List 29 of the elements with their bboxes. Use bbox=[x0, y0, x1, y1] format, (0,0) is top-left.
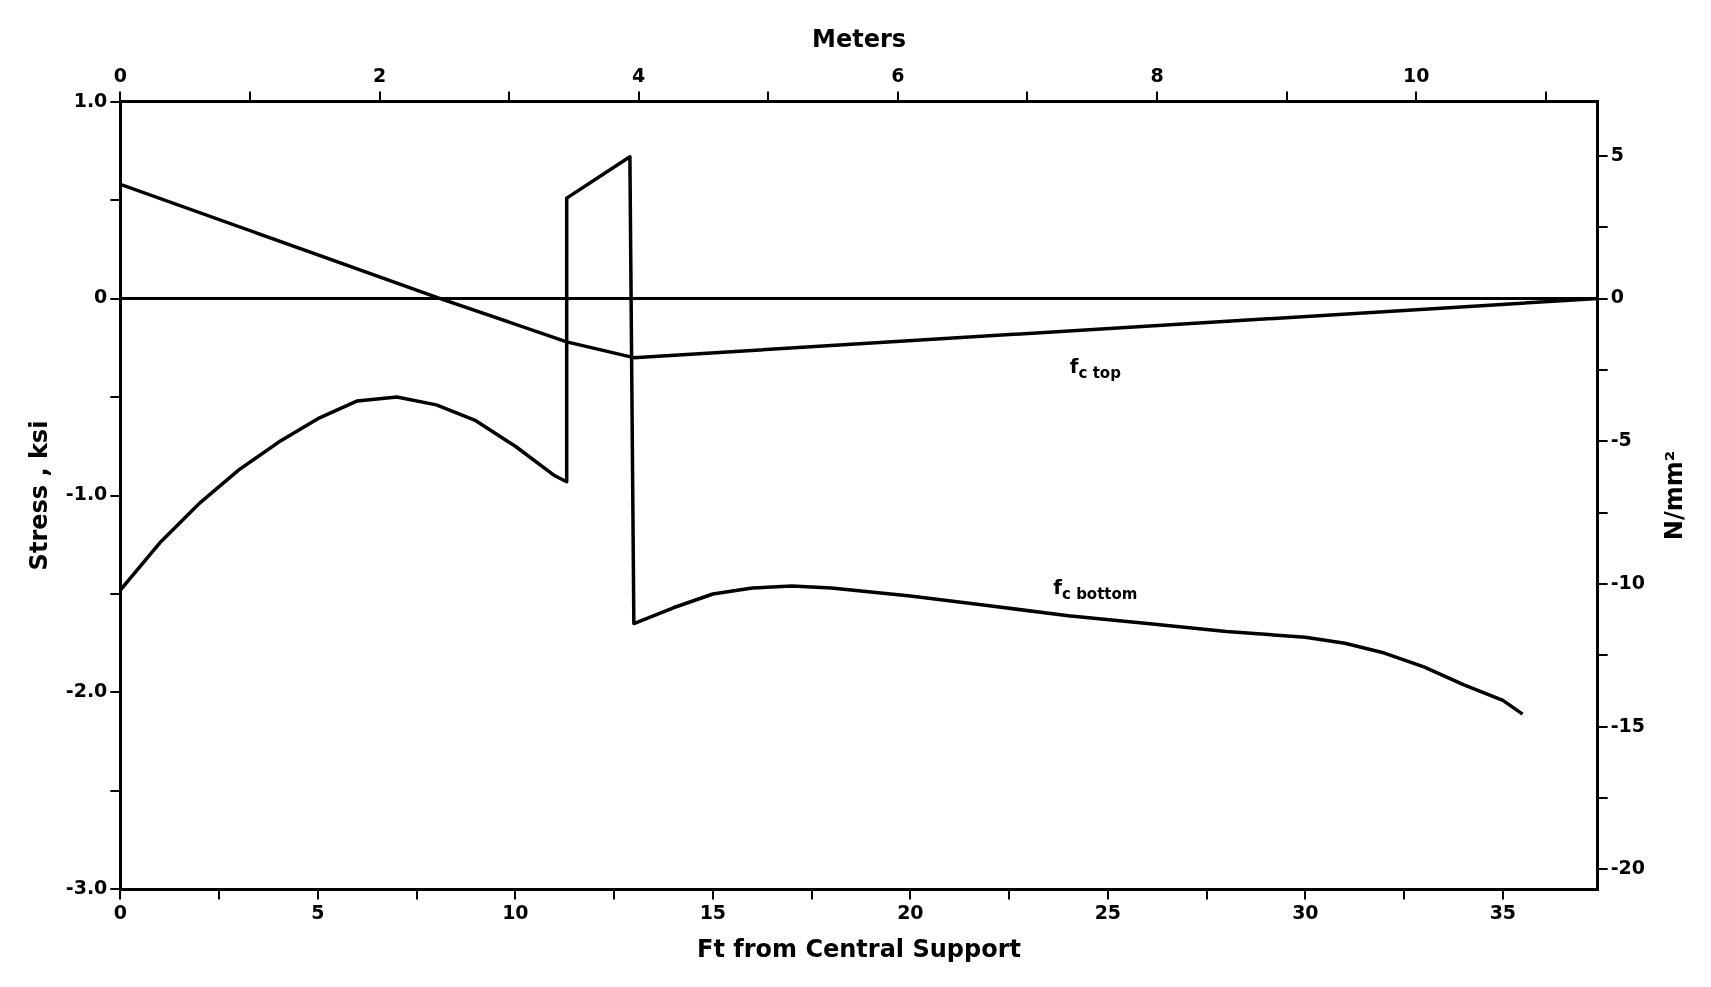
x2-tick-label: 8 bbox=[1150, 64, 1164, 87]
y2-tick-label: -5 bbox=[1610, 428, 1632, 451]
y-axis-title: Stress , ksi bbox=[24, 420, 53, 571]
y-tick-label: -1.0 bbox=[65, 482, 108, 505]
x-tick-label: 15 bbox=[699, 900, 727, 923]
y-tick-label: 0 bbox=[94, 285, 108, 308]
x-tick-label: 20 bbox=[897, 900, 924, 923]
x-tick-label: 35 bbox=[1489, 900, 1517, 923]
x-tick-label: 25 bbox=[1094, 900, 1122, 923]
x2-tick-label: 10 bbox=[1403, 64, 1430, 87]
x2-tick-label: 6 bbox=[891, 64, 905, 87]
x2-axis-title: Meters bbox=[811, 24, 907, 53]
y2-tick-label: 5 bbox=[1610, 142, 1624, 165]
x-tick-label: 30 bbox=[1292, 900, 1319, 923]
x2-tick-label: 4 bbox=[632, 64, 646, 87]
x-tick-label: 5 bbox=[311, 900, 325, 923]
y2-tick-label: -10 bbox=[1610, 570, 1645, 593]
y2-tick-label: -20 bbox=[1610, 856, 1645, 879]
x2-tick-label: 0 bbox=[113, 64, 127, 87]
y-tick-label: -3.0 bbox=[65, 876, 108, 899]
y-tick-label: 1.0 bbox=[73, 88, 108, 111]
y2-tick-label: -15 bbox=[1610, 713, 1645, 736]
x-axis-title: Ft from Central Support bbox=[697, 934, 1021, 963]
y-tick-label: -2.0 bbox=[65, 679, 108, 702]
x-tick-label: 10 bbox=[502, 900, 529, 923]
y2-axis-title: N/mm² bbox=[1660, 450, 1689, 541]
x2-tick-label: 2 bbox=[372, 64, 387, 87]
x-tick-label: 0 bbox=[113, 900, 127, 923]
y2-tick-label: 0 bbox=[1610, 285, 1624, 308]
